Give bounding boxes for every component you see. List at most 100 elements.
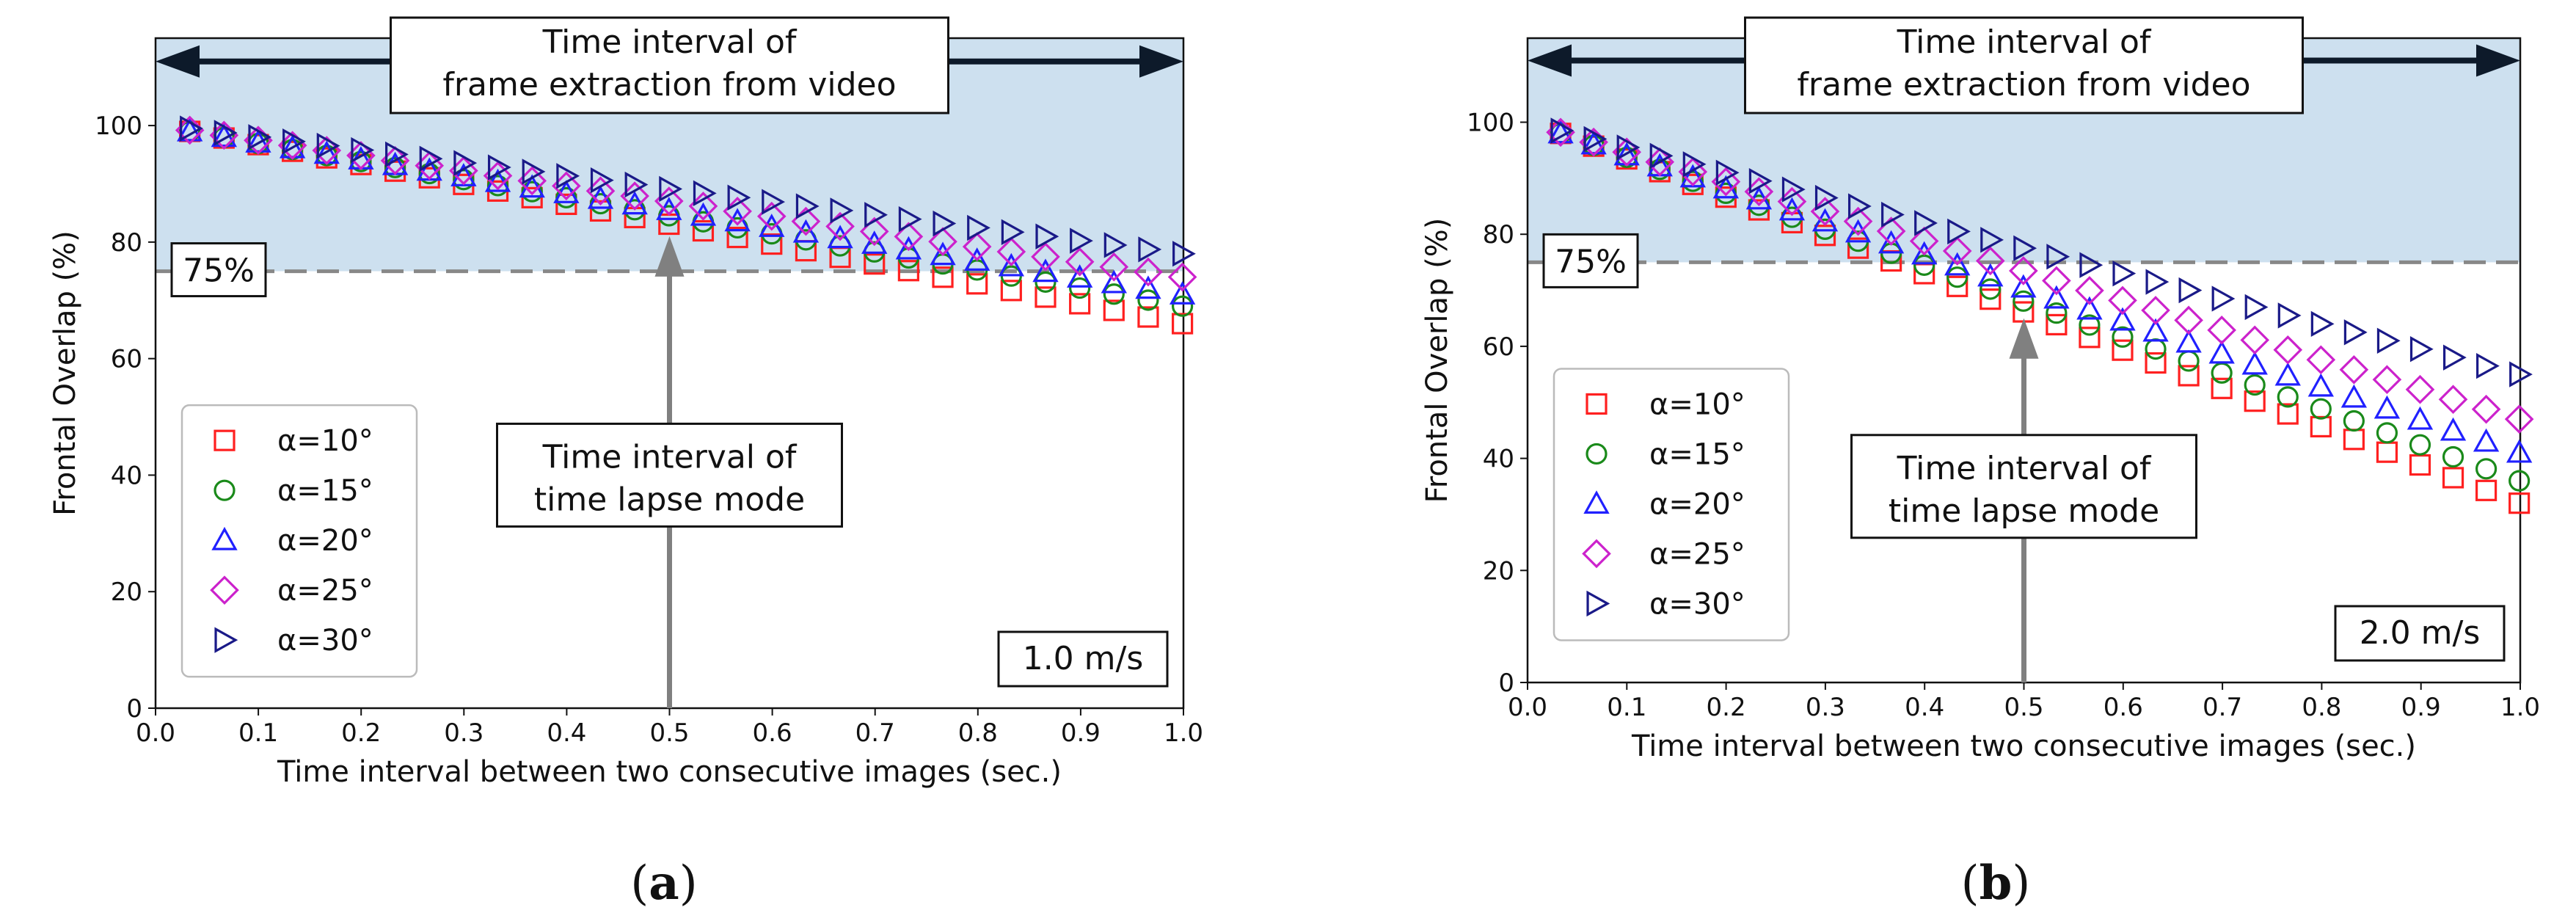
series-3 — [1546, 117, 2534, 434]
top-arrow-right-head — [2476, 44, 2520, 77]
data-point — [2506, 439, 2533, 463]
data-point — [1070, 227, 1093, 254]
y-tick-label: 80 — [111, 228, 142, 258]
data-point — [1099, 252, 1129, 282]
data-point — [2112, 339, 2134, 361]
data-point — [2442, 445, 2464, 468]
data-point — [2372, 365, 2402, 395]
y-tick-label: 60 — [1483, 332, 1514, 362]
data-point — [1065, 247, 1095, 277]
data-point — [1878, 230, 1905, 254]
x-tick-label: 0.7 — [855, 718, 895, 748]
data-point — [2240, 325, 2270, 355]
top-annotation-box — [390, 16, 949, 114]
mid-annotation-box — [1850, 434, 2197, 539]
data-point — [2376, 327, 2401, 354]
mid-annotation-line2: time lapse mode — [534, 481, 805, 518]
x-tick-label: 0.3 — [1806, 693, 1845, 722]
x-tick-label: 0.5 — [649, 718, 689, 748]
data-point — [521, 186, 543, 208]
data-point — [2473, 428, 2500, 452]
data-point — [1137, 306, 1159, 328]
data-point — [2174, 305, 2203, 335]
data-point — [998, 252, 1025, 277]
data-point — [2046, 302, 2068, 324]
data-point — [932, 266, 954, 288]
data-point — [964, 247, 990, 271]
legend-marker-1 — [214, 479, 236, 501]
data-point — [1944, 252, 1971, 276]
data-point — [996, 237, 1026, 266]
data-point — [1942, 236, 1972, 266]
data-point — [1069, 277, 1091, 299]
vertical-arrow-head — [2009, 318, 2039, 359]
data-point — [1103, 232, 1128, 258]
legend-marker-3 — [210, 575, 239, 605]
legend-marker-2 — [211, 526, 238, 550]
speed-label-box — [997, 630, 1169, 688]
y-tick-label: 20 — [1483, 556, 1514, 586]
data-point — [933, 210, 957, 237]
data-point — [2244, 294, 2269, 321]
data-point — [1171, 313, 1194, 335]
data-point — [2013, 235, 2037, 261]
y-tick-label: 60 — [111, 345, 142, 374]
data-point — [861, 230, 888, 254]
legend-entry-2: α=20° — [277, 524, 373, 558]
data-point — [282, 128, 306, 155]
data-point — [2277, 386, 2299, 408]
legend-marker-4 — [214, 627, 238, 653]
data-point — [1616, 134, 1641, 161]
data-point — [2145, 338, 2167, 360]
legend-marker-4 — [1586, 590, 1610, 617]
data-point — [385, 141, 409, 168]
data-point — [2343, 319, 2368, 346]
x-tick-label: 0.4 — [1905, 693, 1944, 722]
data-point — [2509, 492, 2531, 514]
data-point — [2409, 454, 2431, 476]
y-tick-label: 40 — [1483, 445, 1514, 474]
x-tick-label: 1.0 — [2500, 693, 2540, 722]
legend-entry-4: α=30° — [277, 624, 373, 658]
data-point — [2442, 467, 2464, 489]
data-point — [827, 225, 853, 249]
panel-letter: a — [649, 856, 679, 911]
top-arrow-left-head — [156, 45, 200, 78]
data-point — [384, 156, 406, 178]
speed-label: 2.0 m/s — [2360, 614, 2481, 652]
panel-label: (b) — [1961, 856, 2031, 911]
top-arrow-right-head — [1139, 45, 1183, 78]
data-point — [2409, 434, 2431, 456]
top-annotation-box — [1744, 16, 2304, 114]
data-point — [795, 193, 820, 219]
data-point — [419, 145, 443, 172]
data-point — [1975, 246, 2005, 276]
data-point — [1137, 289, 1159, 311]
mid-annotation-line2: time lapse mode — [1889, 492, 2159, 530]
data-point — [1135, 275, 1161, 299]
y-tick-label: 20 — [111, 578, 142, 607]
data-point — [1876, 216, 1906, 246]
data-point — [792, 219, 820, 243]
data-point — [930, 241, 956, 266]
data-point — [761, 233, 783, 255]
data-point — [1980, 227, 2004, 253]
data-point — [1781, 176, 1806, 203]
y-axis-label: Frontal Overlap (%) — [48, 230, 82, 516]
data-point — [2079, 327, 2101, 349]
data-point — [1031, 242, 1060, 272]
data-point — [2043, 285, 2070, 309]
data-point — [2178, 365, 2200, 387]
data-point — [487, 154, 511, 181]
data-point — [2509, 470, 2531, 492]
legend-marker-0 — [214, 429, 236, 451]
legend-box — [1552, 368, 1790, 641]
data-point — [2112, 260, 2137, 287]
top-annotation-line1: Time interval of — [1897, 23, 2152, 61]
data-point — [692, 219, 715, 242]
data-point — [2277, 302, 2302, 329]
data-point — [2010, 274, 2037, 298]
data-point — [1814, 184, 1839, 211]
top-arrow-left-head — [1528, 44, 1572, 77]
threshold-label-box — [1542, 233, 1639, 288]
